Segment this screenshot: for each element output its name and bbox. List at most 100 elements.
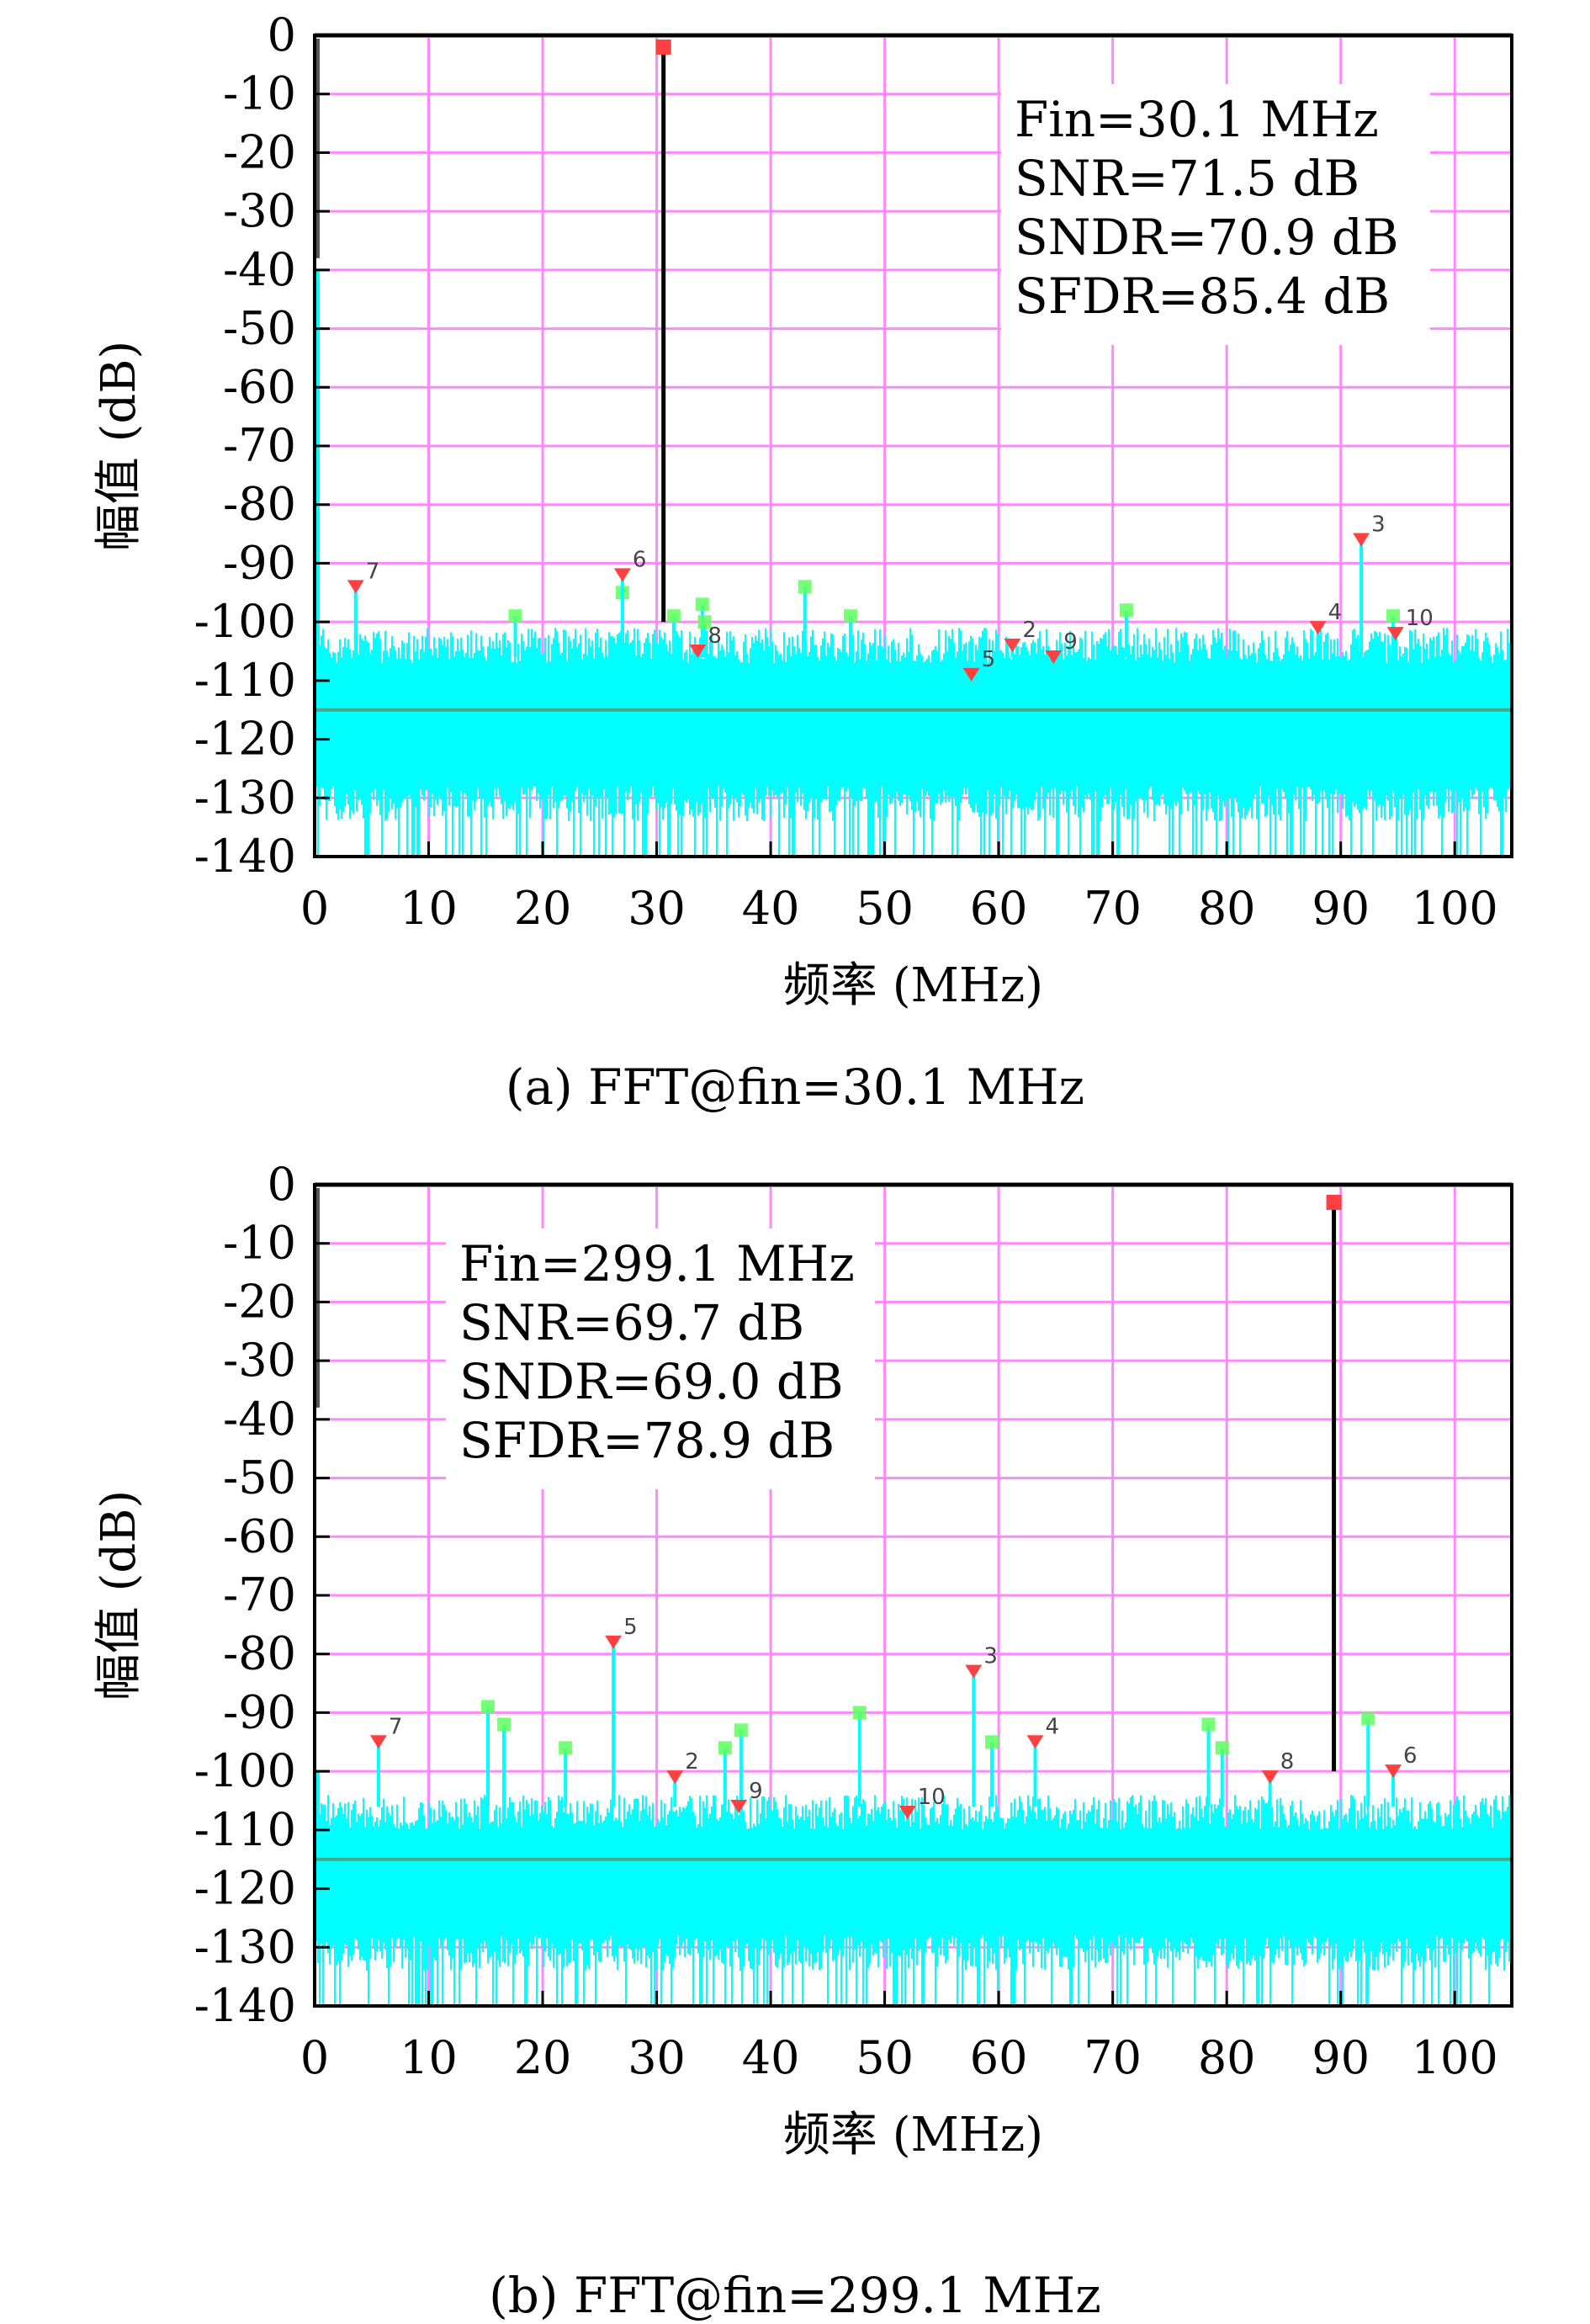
x-axis: 0 10 20 30 40 50 60 70 80 90 100 bbox=[300, 841, 1498, 935]
harmonic-2: 2 bbox=[666, 1749, 699, 1807]
y-tick-label: -120 bbox=[194, 713, 296, 766]
harmonic-label: 2 bbox=[685, 1749, 699, 1775]
x-tick-label: 70 bbox=[1084, 2031, 1142, 2084]
x-tick-label: 0 bbox=[300, 882, 329, 935]
caption-a: (a) FFT@fin=30.1 MHz bbox=[505, 1059, 1085, 1116]
harmonic-label: 9 bbox=[749, 1779, 763, 1804]
x-tick-label: 0 bbox=[300, 2031, 329, 2084]
noise-fill bbox=[315, 1829, 1512, 1930]
stats-line: SNDR=69.0 dB bbox=[459, 1353, 844, 1410]
y-tick-label: -80 bbox=[223, 478, 296, 531]
harmonic-label: 10 bbox=[1406, 606, 1434, 631]
y-tick-label: -100 bbox=[194, 595, 296, 648]
y-tick-label: -70 bbox=[223, 419, 296, 472]
x-tick-label: 90 bbox=[1312, 882, 1370, 935]
y-tick-label: -10 bbox=[223, 1217, 296, 1270]
y-axis-title: 幅值 (dB) bbox=[92, 341, 146, 552]
harmonic-marker bbox=[898, 1805, 916, 1819]
harmonic-9: 9 bbox=[730, 1779, 763, 1813]
x-tick-label: 10 bbox=[400, 882, 458, 935]
harmonic-marker bbox=[1385, 1764, 1402, 1779]
x-axis-title: 频率 (MHz) bbox=[783, 2108, 1043, 2162]
x-tick-label: 40 bbox=[742, 2031, 800, 2084]
harmonic-marker bbox=[1261, 1770, 1279, 1785]
stats-line: SFDR=85.4 dB bbox=[1015, 268, 1390, 325]
figure-b: 2 3 4 5 6 7 8 9 10 0 -10 -20 -30 -40 -50 -60 -70 -80 -90 -1… bbox=[0, 1149, 1590, 2324]
y-tick-label: -120 bbox=[194, 1862, 296, 1915]
stats-line: Fin=30.1 MHz bbox=[1015, 91, 1379, 148]
spur-marker bbox=[843, 609, 857, 623]
spur bbox=[985, 1735, 999, 1807]
y-tick-label: -90 bbox=[223, 536, 296, 589]
x-tick-label: 20 bbox=[514, 2031, 572, 2084]
x-tick-label: 80 bbox=[1198, 2031, 1256, 2084]
x-tick-label: 70 bbox=[1084, 882, 1142, 935]
spur bbox=[666, 609, 681, 657]
spur-marker bbox=[508, 609, 522, 623]
harmonic-marker bbox=[1353, 533, 1370, 547]
harmonic-5: 5 bbox=[605, 1615, 638, 1807]
spur-marker bbox=[666, 609, 681, 623]
spur-marker bbox=[985, 1735, 999, 1749]
stats-background bbox=[446, 1228, 875, 1489]
spur bbox=[1215, 1741, 1229, 1807]
x-tick-label: 10 bbox=[400, 2031, 458, 2084]
harmonic-label: 7 bbox=[389, 1714, 403, 1739]
spur-marker bbox=[1201, 1717, 1216, 1732]
harmonic-4: 4 bbox=[1026, 1714, 1059, 1807]
y-tick-label: -20 bbox=[223, 125, 296, 178]
x-axis: 0 10 20 30 40 50 60 70 80 90 100 bbox=[300, 1991, 1498, 2084]
spur bbox=[718, 1741, 732, 1807]
x-tick-label: 60 bbox=[970, 882, 1028, 935]
harmonic-label: 10 bbox=[918, 1785, 946, 1810]
harmonic-5: 5 bbox=[962, 647, 995, 682]
spur-marker bbox=[852, 1706, 867, 1720]
spur-marker bbox=[1215, 1741, 1229, 1755]
harmonic-label: 3 bbox=[1371, 512, 1386, 538]
y-axis-title: 幅值 (dB) bbox=[92, 1490, 146, 1701]
y-tick-label: -80 bbox=[223, 1627, 296, 1680]
spur-marker bbox=[697, 615, 712, 629]
y-tick-label: -110 bbox=[194, 1803, 296, 1856]
y-tick-label: -40 bbox=[223, 243, 296, 296]
x-tick-label: 100 bbox=[1412, 882, 1498, 935]
y-tick-label: -60 bbox=[223, 360, 296, 413]
x-tick-label: 80 bbox=[1198, 882, 1256, 935]
y-tick-label: -20 bbox=[223, 1275, 296, 1328]
spur-marker bbox=[1361, 1711, 1375, 1726]
x-tick-label: 60 bbox=[970, 2031, 1028, 2084]
y-tick-label: -50 bbox=[223, 1451, 296, 1504]
harmonic-7: 7 bbox=[369, 1714, 403, 1807]
harmonic-marker bbox=[1004, 639, 1021, 653]
figure-a: 2 3 4 5 6 7 8 9 10 0 -10 -20 -30 -40 -50 -60 -70 -80 -90 -1… bbox=[0, 0, 1590, 1149]
harmonic-label: 9 bbox=[1063, 629, 1078, 655]
y-tick-label: -70 bbox=[223, 1568, 296, 1621]
harmonic-7: 7 bbox=[347, 559, 379, 657]
spur bbox=[480, 1700, 495, 1807]
caption-b: (b) FFT@fin=299.1 MHz bbox=[489, 2267, 1101, 2324]
harmonic-3: 3 bbox=[1353, 512, 1386, 657]
stats-line: SNDR=70.9 dB bbox=[1015, 209, 1399, 266]
harmonic-9: 9 bbox=[1045, 629, 1078, 664]
y-tick-label: 0 bbox=[268, 1158, 296, 1211]
x-axis-title: 频率 (MHz) bbox=[783, 958, 1043, 1013]
y-axis: 0-10-20-30-40-50-60-70-80-90-100-110-120… bbox=[194, 1158, 330, 2032]
y-tick-label: -50 bbox=[223, 302, 296, 355]
y-tick-label: 0 bbox=[268, 8, 296, 61]
y-axis: 0-10-20-30-40-50-60-70-80-90-100-110-120… bbox=[194, 8, 330, 883]
harmonic-marker bbox=[666, 1770, 684, 1785]
harmonic-marker bbox=[369, 1735, 387, 1749]
x-tick-label: 100 bbox=[1412, 2031, 1498, 2084]
y-tick-label: -30 bbox=[223, 1334, 296, 1387]
spur-marker bbox=[1386, 609, 1401, 623]
x-tick-label: 50 bbox=[856, 2031, 914, 2084]
y-tick-label: -40 bbox=[223, 1393, 296, 1446]
harmonic-2: 2 bbox=[1004, 618, 1036, 657]
y-tick-label: -140 bbox=[194, 1979, 296, 2032]
harmonic-label: 2 bbox=[1022, 618, 1036, 643]
x-tick-label: 20 bbox=[514, 882, 572, 935]
noise-fill bbox=[315, 662, 1512, 781]
spur bbox=[843, 609, 857, 657]
